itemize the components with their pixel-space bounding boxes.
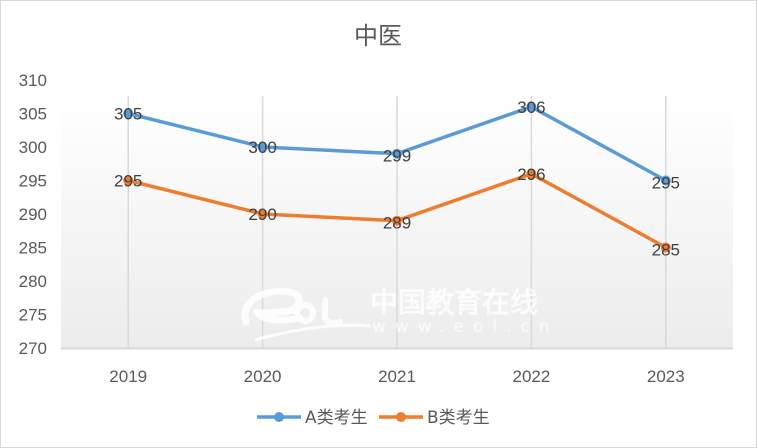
x-axis-ticks: 2019 2020 2021 2022 2023 bbox=[109, 367, 684, 386]
y-tick-label: 290 bbox=[19, 205, 47, 224]
data-point-marker bbox=[392, 215, 402, 226]
data-labels: 305 300 299 306 295 295 290 289 296 285 bbox=[114, 98, 680, 260]
data-point-marker bbox=[123, 108, 134, 119]
eol-logo-swoosh bbox=[254, 323, 371, 342]
y-tick-label: 300 bbox=[19, 138, 47, 157]
legend-marker-icon bbox=[274, 412, 284, 422]
data-label: 295 bbox=[114, 172, 142, 191]
series-lines bbox=[123, 101, 671, 253]
y-tick-label: 295 bbox=[19, 172, 47, 191]
x-tick-label: 2019 bbox=[109, 367, 147, 386]
watermark-url: www.eol.cn bbox=[372, 317, 559, 337]
data-label: 289 bbox=[383, 214, 411, 233]
chart-title: 中医 bbox=[354, 22, 402, 50]
eol-logo-o bbox=[294, 302, 316, 324]
legend-marker-icon bbox=[396, 412, 406, 422]
data-point-marker bbox=[660, 175, 671, 186]
eol-logo-e bbox=[241, 287, 304, 326]
data-label: 299 bbox=[383, 147, 411, 166]
data-label: 285 bbox=[652, 241, 680, 260]
data-point-marker bbox=[257, 209, 268, 219]
data-label: 300 bbox=[248, 138, 276, 157]
x-tick-label: 2021 bbox=[378, 367, 416, 386]
y-tick-label: 285 bbox=[19, 239, 47, 258]
watermark: 中国教育在线 www.eol.cn bbox=[241, 286, 559, 342]
data-point-marker bbox=[257, 142, 268, 152]
y-tick-label: 305 bbox=[19, 105, 47, 124]
data-point-marker bbox=[392, 148, 402, 159]
data-label: 295 bbox=[652, 174, 680, 193]
eol-logo-l bbox=[322, 297, 343, 326]
data-label: 306 bbox=[517, 98, 545, 117]
y-tick-label: 280 bbox=[19, 272, 47, 291]
x-tick-label: 2022 bbox=[512, 367, 550, 386]
data-label: 290 bbox=[248, 205, 276, 224]
data-point-marker bbox=[526, 168, 537, 179]
data-label: 296 bbox=[517, 165, 545, 184]
x-tick-label: 2020 bbox=[244, 367, 282, 386]
data-point-marker bbox=[526, 101, 537, 112]
y-tick-label: 270 bbox=[19, 339, 47, 358]
y-tick-label: 310 bbox=[19, 71, 47, 90]
data-point-marker bbox=[660, 242, 671, 253]
data-point-marker bbox=[123, 175, 134, 186]
y-tick-label: 275 bbox=[19, 306, 47, 325]
x-tick-label: 2023 bbox=[647, 367, 685, 386]
legend: A类考生 B类考生 bbox=[257, 408, 490, 428]
y-axis-ticks: 270 275 280 285 290 295 300 305 310 bbox=[19, 71, 47, 358]
data-label: 305 bbox=[114, 105, 142, 124]
legend-label: A类考生 bbox=[305, 408, 368, 428]
watermark-cn: 中国教育在线 bbox=[370, 286, 538, 319]
legend-label: B类考生 bbox=[427, 408, 490, 428]
